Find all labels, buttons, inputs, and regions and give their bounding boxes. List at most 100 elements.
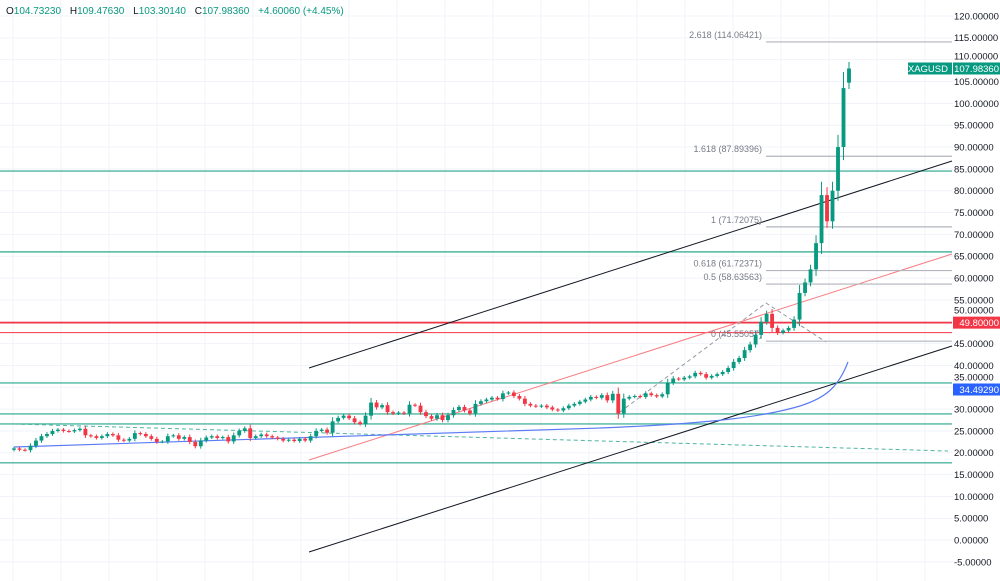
candle-body [616,393,621,414]
candle [599,393,604,400]
candle [402,411,406,415]
candle-body [446,415,450,421]
candle-body [627,396,632,399]
candle [446,412,450,423]
candle [665,378,670,398]
candle [709,374,714,380]
candle [841,72,846,161]
candle [797,284,802,327]
candle-body [561,408,566,411]
drawings[interactable]: 2.618 (114.06421) 1.618 (87.89396) 1 (71.7… [13,30,953,553]
candle-body [270,436,275,438]
candle-body [347,415,352,419]
candle [610,390,615,404]
candle [748,341,753,353]
fib-level-label: 0.618 (61.72371) [693,259,762,269]
candle [418,402,423,415]
channel-upper-line[interactable] [308,160,953,369]
candle-body [709,375,714,378]
candle-body [731,361,736,369]
price-tick-label: 105.00000 [954,77,999,88]
candle [621,393,626,418]
symbol-label: XAGUSD [908,64,948,75]
candle-body [676,378,681,380]
price-tick-label: 120.00000 [954,11,999,22]
candle [786,325,791,333]
candle [720,370,725,376]
candle [726,365,731,375]
candle [77,427,82,432]
candle [462,404,467,413]
candle [121,438,126,443]
candle-body [363,415,368,424]
candle [50,428,55,436]
candle [764,310,769,325]
candle-body [610,393,615,401]
candle [704,371,709,380]
candle-body [121,439,126,441]
channel-middle-line[interactable] [308,253,953,461]
candle [511,390,516,399]
candle-body [34,440,38,446]
candle-body [577,401,582,404]
candle-body [28,445,33,451]
candle [72,428,77,433]
candle [138,431,143,436]
candle-body [803,282,807,293]
candle-body [385,405,390,413]
candle-body [429,416,434,419]
candle [775,325,780,335]
dashed-trend-line[interactable] [13,423,949,452]
candle [160,440,165,444]
ma-tag-box [953,383,1000,396]
candle [594,395,599,400]
candle [737,355,742,365]
candle [500,390,505,402]
candle-body [775,327,780,333]
candle [792,316,796,331]
candle-body [693,372,698,377]
candle-body [259,434,264,437]
candle-body [737,358,742,362]
channel-lower-line[interactable] [308,345,953,553]
fib-anchor-dashed-line[interactable] [619,302,827,413]
candle [380,403,384,410]
candle [105,432,110,438]
candle [825,187,829,228]
candle [23,448,27,452]
red-tag-box [953,316,1000,329]
symbol-price-tag: XAGUSD 107.98360 [908,62,1000,75]
price-tick-label: 50.00000 [954,306,994,317]
price-tick-label: 115.00000 [954,33,998,44]
horizontal-levels[interactable] [0,170,952,464]
candle [528,402,533,408]
candle [660,392,665,399]
price-axis[interactable]: 120.00000 115.00000 110.00000 105.00000 100.… [954,11,999,568]
price-tick-label: 65.00000 [954,252,994,263]
fib-level-label: 1.618 (87.89396) [693,144,762,154]
candle [424,409,428,419]
candle [638,394,643,399]
candle-body [110,434,115,436]
ma-value-label: 34.49290 [959,385,999,396]
candle-body [473,403,478,414]
candle-body [825,195,829,222]
candle [182,435,187,441]
candle [731,359,736,371]
candle [566,403,571,411]
candle [253,434,258,440]
candle [88,433,93,438]
candle [325,427,330,435]
candle [814,235,818,276]
candle-body [468,410,472,414]
candle-body [358,422,363,424]
candle-body [56,429,60,431]
candle [132,430,137,442]
candle [687,374,692,380]
candle-body [61,429,66,431]
candle-body [418,405,423,413]
candle [847,61,851,89]
candle-body [67,430,71,432]
candle-body [127,438,132,441]
